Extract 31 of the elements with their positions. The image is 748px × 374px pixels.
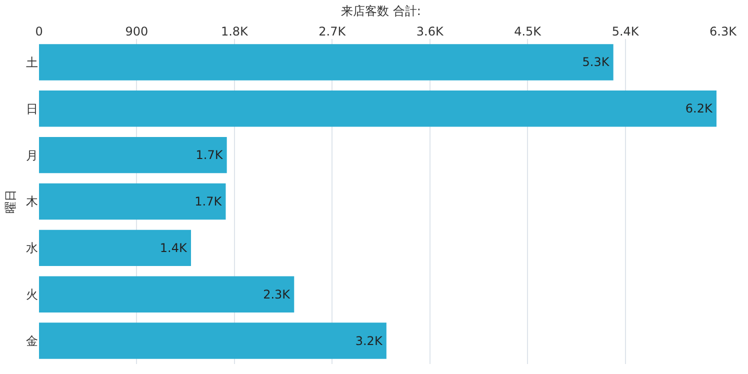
- data-label: 5.3K: [582, 55, 610, 70]
- data-label: 6.2K: [685, 102, 714, 116]
- data-label: 1.7K: [196, 148, 224, 162]
- x-tick-label: 5.4K: [612, 24, 640, 39]
- y-tick-label: 月: [26, 148, 38, 162]
- x-axis-title: 来店客数 合計:: [341, 4, 421, 18]
- y-tick-label: 火: [26, 288, 38, 302]
- bar: [39, 322, 386, 359]
- x-tick-label: 0: [35, 24, 43, 39]
- bar: [39, 276, 294, 312]
- x-tick-label: 900: [125, 24, 148, 39]
- bar: [39, 44, 614, 80]
- data-label: 2.3K: [263, 287, 292, 302]
- y-tick-label: 土: [26, 55, 38, 70]
- bar: [39, 136, 227, 174]
- data-label: 1.7K: [194, 194, 223, 208]
- y-tick-label: 水: [26, 241, 38, 256]
- y-tick-label: 木: [26, 194, 38, 209]
- data-label: 1.4K: [160, 240, 188, 255]
- x-tick-label: 4.5K: [514, 24, 542, 39]
- bar: [39, 183, 226, 220]
- x-tick-label: 1.8K: [220, 24, 250, 39]
- data-label: 3.2K: [355, 334, 384, 348]
- bar: [39, 230, 191, 266]
- x-tick-label: 2.7K: [318, 24, 347, 39]
- y-axis-title: 曜日: [3, 190, 18, 214]
- bar: [39, 90, 716, 127]
- y-tick-label: 日: [26, 102, 38, 116]
- x-tick-label: 3.6K: [416, 24, 444, 39]
- y-tick-label: 金: [26, 334, 38, 348]
- x-tick-label: 6.3K: [710, 24, 738, 39]
